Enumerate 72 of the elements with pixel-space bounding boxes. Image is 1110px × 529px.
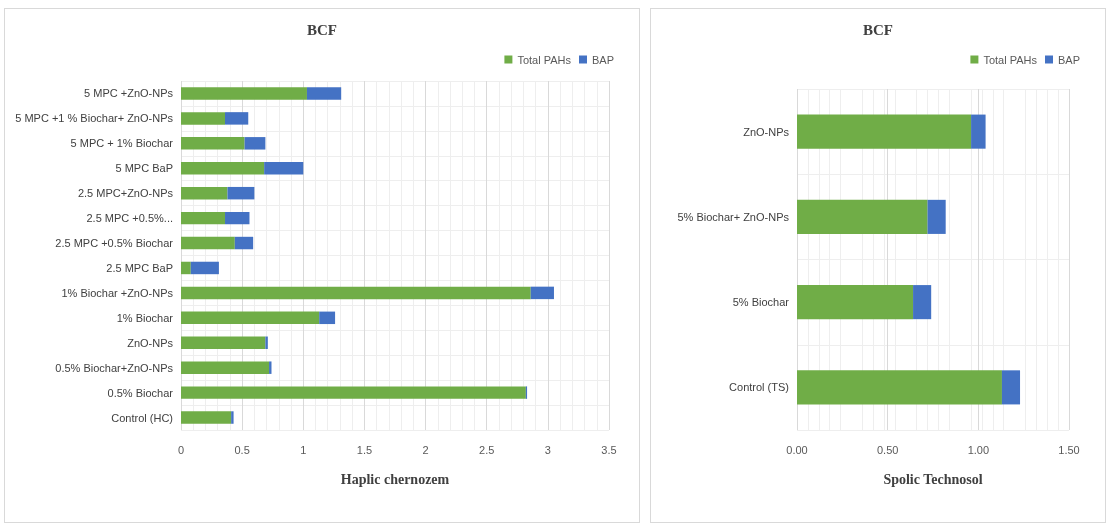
x-tick-label: 0.50 [876,443,899,456]
bar [181,162,265,175]
bar [181,186,228,200]
y-tick-label: 5 MPC +1 % Biochar+ ZnO-NPs [15,112,174,125]
y-tick-label: 2.5 MPC BaP [106,261,173,274]
x-tick-label: 1 [300,443,307,456]
y-tick-label: 2.5 MPC +0.5% Biochar [55,237,174,250]
bar [797,199,928,234]
x-tick-label: 2 [422,443,429,456]
bar [225,211,250,225]
y-tick-label: 2.5 MPC +0.5%... [86,212,173,225]
bar [181,87,307,100]
bar [181,261,191,275]
bar [927,199,946,234]
x-tick-label: 1.5 [356,443,373,456]
bar [319,311,336,325]
chart-title: BCF [863,21,893,38]
bar [181,386,526,399]
bar [181,137,245,150]
x-axis-title: Haplic chernozem [340,471,450,487]
x-tick-label: 3.5 [601,443,617,456]
y-tick-label: 5 MPC +ZnO-NPs [84,87,174,100]
x-tick-label: 0 [177,443,185,456]
bar [181,112,226,125]
bar [181,311,320,325]
bar [181,336,266,349]
y-tick-label: ZnO-NPs [743,125,790,138]
y-tick-label: 5% Biochar+ ZnO-NPs [677,210,790,223]
bar [1001,370,1021,405]
y-tick-label: 0.5% Biochar+ZnO-NPs [55,361,174,374]
x-tick-label: 1.00 [967,443,990,456]
y-tick-label: 1% Biochar [116,311,174,324]
bar [225,112,249,125]
bar [530,286,554,300]
bar [227,186,255,200]
y-tick-label: Control (HC) [111,411,173,424]
bar [190,261,219,275]
legend-label: BAP [591,53,614,66]
bar [181,411,232,424]
bar [797,114,972,149]
x-tick-label: 1.50 [1058,443,1080,456]
chart-title: BCF [307,21,337,38]
y-tick-label: 0.5% Biochar [107,386,174,399]
bar [231,411,234,424]
x-axis-title: Spolic Technosol [883,471,983,487]
bar [971,114,986,149]
legend-label: Total PAHs [517,53,572,66]
bar [306,87,342,100]
bar [181,361,270,374]
bar [181,236,235,250]
x-tick-label: 3 [544,443,551,456]
bar [797,370,1002,405]
bar [181,211,226,225]
x-tick-label: 2.5 [479,443,495,456]
bar [244,137,266,150]
bar [181,286,531,300]
bar [797,285,914,320]
y-tick-label: 2.5 MPC+ZnO-NPs [77,187,174,200]
y-tick-label: 5 MPC BaP [115,162,173,175]
y-tick-label: ZnO-NPs [127,336,174,349]
bar [265,336,268,349]
bar [234,236,254,250]
bar [913,285,932,320]
x-tick-label: 0.5 [234,443,250,456]
legend-label: BAP [1057,53,1080,66]
legend-label: Total PAHs [983,53,1038,66]
y-tick-label: 1% Biochar +ZnO-NPs [61,286,174,299]
bar [264,162,304,175]
y-tick-label: 5% Biochar [732,296,790,309]
y-tick-label: 5 MPC + 1% Biochar [70,137,174,150]
y-tick-label: Control (TS) [729,381,789,394]
x-tick-label: 0.00 [786,443,808,456]
